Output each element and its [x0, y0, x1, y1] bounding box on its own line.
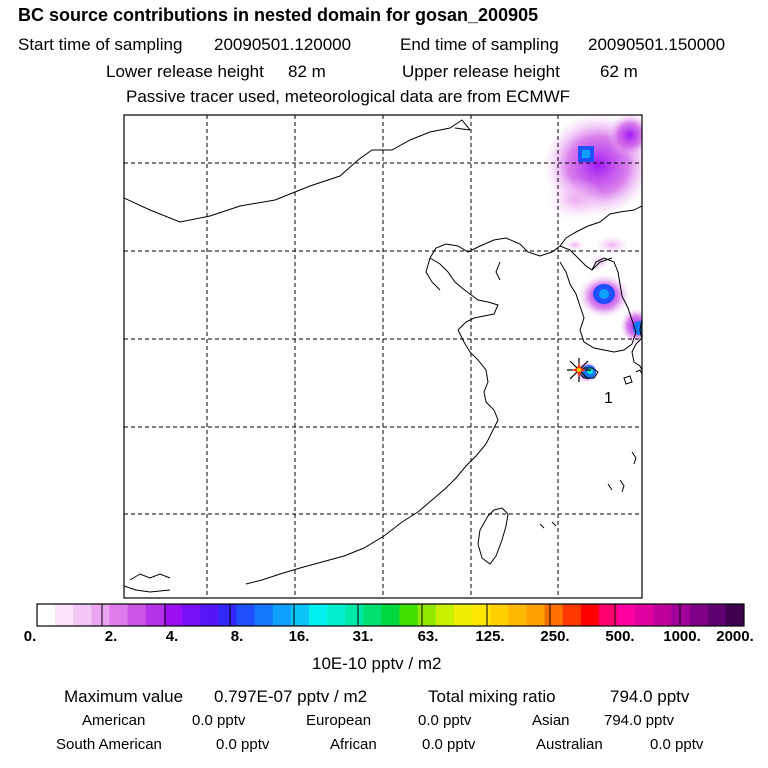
- colorbar-cell: [73, 604, 92, 626]
- tracer-note: Passive tracer used, meteorological data…: [126, 87, 571, 106]
- colorbar-cell: [37, 604, 56, 626]
- receptor-label: 1: [604, 390, 613, 407]
- asian-value: 794.0 pptv: [604, 712, 675, 729]
- australian-value: 0.0 pptv: [650, 736, 704, 753]
- colorbar-tick-label: 250.: [540, 628, 570, 645]
- lower-release-label: Lower release height: [106, 62, 264, 81]
- map-grid: [124, 115, 642, 598]
- african-value: 0.0 pptv: [422, 736, 476, 753]
- south-american-value: 0.0 pptv: [216, 736, 270, 753]
- colorbar-cell: [145, 604, 165, 626]
- colorbar-cell: [272, 604, 292, 626]
- colorbar-tick-label: 1000.: [663, 628, 701, 645]
- colorbar-cell: [218, 604, 237, 626]
- plume-light-patches: [565, 235, 630, 255]
- colorbar-cell: [526, 604, 546, 626]
- colorbar-tick-label: 31.: [352, 628, 374, 645]
- colorbar-tick-label: 0.: [23, 628, 37, 645]
- max-value-label: Maximum value: [64, 687, 184, 706]
- colorbar-cell: [308, 604, 328, 626]
- colorbar-cell: [182, 604, 201, 626]
- american-label: American: [82, 712, 146, 729]
- colorbar-tick-label: 4.: [165, 628, 179, 645]
- colorbar-tick-label: 2.: [104, 628, 118, 645]
- european-label: European: [306, 712, 372, 729]
- colorbar-tick-label: 63.: [417, 628, 439, 645]
- colorbar-cell: [544, 604, 564, 626]
- colorbar-cell: [617, 604, 636, 626]
- colorbar-cell: [562, 604, 582, 626]
- chart-title: BC source contributions in nested domain…: [18, 5, 539, 25]
- colorbar-cell: [236, 604, 256, 626]
- receptor-star-icon: [567, 358, 591, 382]
- colorbar-cell: [399, 604, 419, 626]
- start-time-value: 20090501.120000: [214, 35, 352, 54]
- colorbar-cell: [490, 604, 509, 626]
- total-mixing-value: 794.0 pptv: [610, 687, 690, 706]
- upper-release-label: Upper release height: [402, 62, 560, 81]
- colorbar-cell: [435, 604, 455, 626]
- colorbar-cell: [580, 604, 600, 626]
- plume-japan-west: [620, 308, 642, 344]
- total-mixing-label: Total mixing ratio: [428, 687, 556, 706]
- colorbar-cell: [345, 604, 364, 626]
- colorbar-tick-label: 2000.: [716, 628, 754, 645]
- colorbar-cell: [381, 604, 401, 626]
- african-label: African: [330, 736, 377, 753]
- colorbar-cell: [417, 604, 437, 626]
- colorbar-tick-label: 16.: [288, 628, 310, 645]
- colorbar-tick-label: 8.: [230, 628, 244, 645]
- coastlines: [124, 119, 642, 593]
- colorbar-cell: [671, 604, 691, 626]
- plume-korea: [578, 254, 630, 318]
- colorbar-cell: [508, 604, 527, 626]
- lower-release-value: 82 m: [288, 62, 326, 81]
- colorbar-cell: [254, 604, 274, 626]
- colorbar-unit: 10E-10 pptv / m2: [312, 654, 442, 673]
- colorbar-frame: [36, 603, 745, 627]
- colorbar-cell: [109, 604, 129, 626]
- colorbar-cell: [55, 604, 74, 626]
- colorbar-cell: [598, 604, 618, 626]
- colorbar-cell: [472, 604, 491, 626]
- colorbar-cell: [653, 604, 672, 626]
- european-value: 0.0 pptv: [418, 712, 472, 729]
- colorbar-cell: [290, 604, 310, 626]
- colorbar-cell: [163, 604, 183, 626]
- colorbar-cell: [363, 604, 382, 626]
- colorbar-cell: [200, 604, 219, 626]
- colorbar-cell: [707, 604, 727, 626]
- upper-release-value: 62 m: [600, 62, 638, 81]
- map-frame: [123, 114, 643, 599]
- south-american-label: South American: [56, 736, 162, 753]
- asian-label: Asian: [532, 712, 570, 729]
- colorbar-cell: [91, 604, 111, 626]
- colorbar-cell: [327, 604, 346, 626]
- end-time-label: End time of sampling: [400, 35, 559, 54]
- colorbar-cell: [127, 604, 147, 626]
- colorbar-tick-label: 500.: [605, 628, 635, 645]
- start-time-label: Start time of sampling: [18, 35, 183, 54]
- australian-label: Australian: [536, 736, 603, 753]
- colorbar-cell: [725, 604, 745, 626]
- american-value: 0.0 pptv: [192, 712, 246, 729]
- colorbar-tick-label: 125.: [475, 628, 505, 645]
- end-time-value: 20090501.150000: [588, 35, 726, 54]
- plume-northeast: [543, 115, 642, 222]
- colorbar-cell: [635, 604, 654, 626]
- max-value: 0.797E-07 pptv / m2: [214, 687, 368, 706]
- colorbar-cell: [453, 604, 473, 626]
- colorbar-cell: [689, 604, 709, 626]
